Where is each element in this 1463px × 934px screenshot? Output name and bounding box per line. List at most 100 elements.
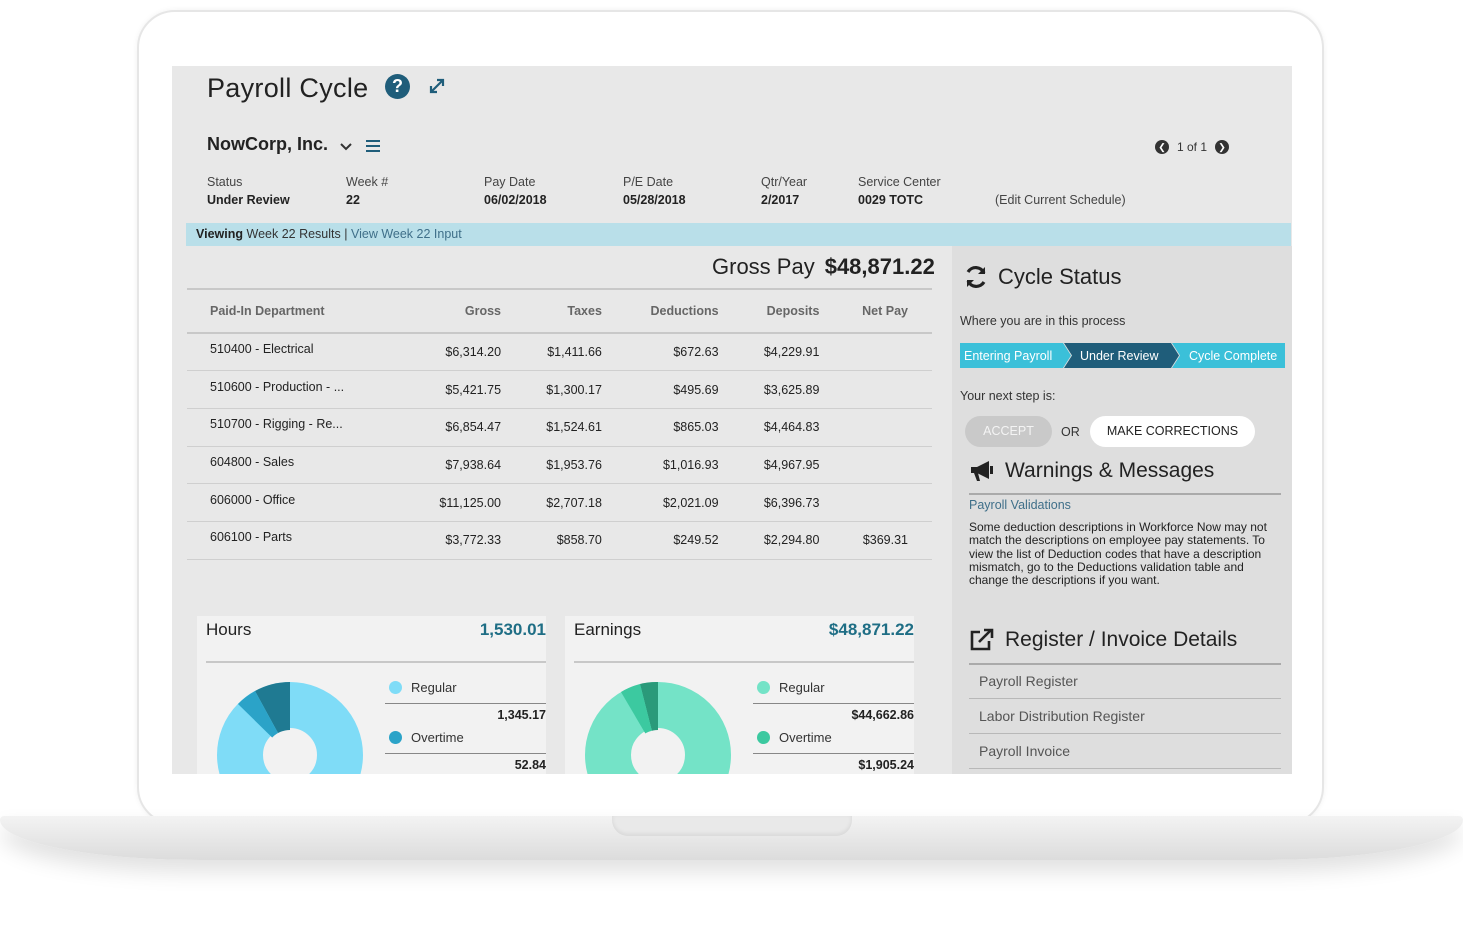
table-row[interactable]: 606000 - Office $11,125.00 $2,707.18 $2,… (187, 483, 932, 522)
cell-deductions: $672.63 (625, 333, 743, 372)
earnings-card: Earnings $48,871.22 Regular $44,662.86 O… (565, 616, 914, 774)
info-service-center: Service Center 0029 TOTC (858, 175, 941, 207)
col-deposits[interactable]: Deposits (742, 288, 844, 334)
table-row[interactable]: 510700 - Rigging - Re... $6,854.47 $1,52… (187, 408, 932, 447)
divider (969, 493, 1281, 495)
hours-overtime-value: 52.84 (514, 758, 546, 772)
cell-department: 606000 - Office (187, 483, 417, 522)
cell-deposits: $4,967.95 (742, 446, 844, 485)
warnings-title: Warnings & Messages (1005, 459, 1215, 482)
company-name[interactable]: NowCorp, Inc. (207, 134, 328, 154)
col-taxes[interactable]: Taxes (525, 288, 626, 334)
cell-gross: $7,938.64 (416, 446, 526, 485)
chevron-right-icon[interactable]: ❯ (1215, 140, 1230, 154)
legend-dot (389, 681, 402, 694)
register-heading: Register / Invoice Details (969, 628, 1237, 652)
labor-distribution-register-link[interactable]: Labor Distribution Register (979, 708, 1145, 724)
info-qtr-year: Qtr/Year 2/2017 (761, 175, 808, 207)
divider (969, 663, 1281, 665)
right-panel: Cycle Status Where you are in this proce… (952, 246, 1292, 774)
hours-card: Hours 1,530.01 Regular 1,345.17 Overtime… (197, 616, 546, 774)
table-row[interactable]: 604800 - Sales $7,938.64 $1,953.76 $1,01… (187, 446, 932, 485)
hours-total: 1,530.01 (479, 620, 546, 639)
refresh-icon[interactable] (963, 264, 989, 290)
table-row[interactable]: 510400 - Electrical $6,314.20 $1,411.66 … (187, 333, 932, 372)
expand-icon[interactable] (427, 76, 447, 96)
hours-title: Hours (206, 620, 252, 639)
pager: ❮ 1 of 1 ❯ (1155, 140, 1230, 154)
cell-taxes: $1,953.76 (525, 446, 626, 485)
cell-deductions: $2,021.09 (625, 483, 743, 522)
or-text: OR (1061, 425, 1080, 439)
step-label: Under Review (1080, 349, 1159, 363)
cell-deposits: $4,464.83 (742, 408, 844, 447)
gross-pay: Gross Pay $48,871.22 (712, 254, 935, 280)
col-department[interactable]: Paid-In Department (187, 288, 417, 334)
step-label: Cycle Complete (1189, 349, 1277, 363)
earnings-total: $48,871.22 (828, 620, 914, 639)
table-row[interactable]: 510600 - Production - ... $5,421.75 $1,3… (187, 370, 932, 409)
legend-dot (757, 731, 770, 744)
info-status: Status Under Review (207, 175, 290, 207)
cell-deductions: $495.69 (625, 370, 743, 409)
chevron-left-icon[interactable]: ❮ (1155, 140, 1169, 154)
cell-net-pay (843, 446, 932, 485)
edit-schedule-link[interactable]: (Edit Current Schedule) (995, 193, 1126, 207)
info-pe-date: P/E Date 05/28/2018 (623, 175, 686, 207)
cell-department: 604800 - Sales (187, 446, 417, 485)
cell-net-pay (843, 483, 932, 522)
chevron-down-icon[interactable] (338, 138, 354, 154)
cell-net-pay: $369.31 (843, 521, 932, 560)
accept-button[interactable]: ACCEPT (965, 416, 1052, 447)
step-under-review (1064, 343, 1179, 368)
legend-overtime: Overtime (389, 730, 464, 745)
warning-message: Some deduction descriptions in Workforce… (969, 520, 1267, 588)
cell-deductions: $865.03 (625, 408, 743, 447)
table-row[interactable]: 606100 - Parts $3,772.33 $858.70 $249.52… (187, 521, 932, 560)
process-steps: Entering Payroll Under Review Cycle Comp… (960, 343, 1285, 368)
step-entering-payroll (960, 343, 1071, 368)
divider (385, 753, 546, 754)
earnings-regular-value: $44,662.86 (851, 708, 914, 722)
col-net-pay[interactable]: Net Pay (843, 288, 932, 334)
payroll-invoice-link[interactable]: Payroll Invoice (979, 743, 1071, 759)
cell-department: 510600 - Production - ... (187, 370, 417, 409)
cell-taxes: $2,707.18 (525, 483, 626, 522)
legend-overtime: Overtime (757, 730, 832, 745)
cell-net-pay (843, 408, 932, 447)
divider (385, 703, 546, 704)
cell-net-pay (843, 333, 932, 372)
cell-deposits: $2,294.80 (742, 521, 844, 560)
col-gross[interactable]: Gross (416, 288, 526, 334)
department-table: Paid-In Department Gross Taxes Deduction… (187, 288, 932, 560)
laptop-notch (612, 816, 852, 836)
viewing-label: Viewing (196, 227, 244, 241)
app-screen: Payroll Cycle ? NowCorp, Inc. ❮ 1 of 1 ❯… (172, 66, 1292, 774)
menu-icon[interactable] (366, 140, 380, 152)
viewing-separator: | (344, 227, 348, 241)
external-link-icon[interactable] (969, 628, 995, 652)
col-deductions[interactable]: Deductions (625, 288, 743, 334)
register-title: Register / Invoice Details (1005, 628, 1238, 651)
page-title: Payroll Cycle (207, 73, 369, 103)
pager-text: 1 of 1 (1177, 140, 1208, 154)
view-input-link[interactable]: View Week 22 Input (350, 227, 462, 241)
make-corrections-button[interactable]: MAKE CORRECTIONS (1090, 416, 1255, 447)
cell-taxes: $1,524.61 (525, 408, 626, 447)
cell-department: 510700 - Rigging - Re... (187, 408, 417, 447)
cell-gross: $6,854.47 (416, 408, 526, 447)
hours-regular-value: 1,345.17 (497, 708, 546, 722)
warnings-heading: Warnings & Messages (969, 459, 1214, 483)
help-icon[interactable]: ? (385, 74, 410, 99)
cell-taxes: $858.70 (525, 521, 626, 560)
cycle-status-heading: Cycle Status (963, 264, 1122, 290)
step-cycle-complete (1172, 343, 1285, 368)
cell-gross: $3,772.33 (416, 521, 526, 560)
gross-pay-amount: $48,871.22 (824, 254, 935, 279)
payroll-register-link[interactable]: Payroll Register (979, 673, 1078, 689)
legend-regular: Regular (757, 680, 825, 695)
where-text: Where you are in this process (960, 314, 1126, 328)
view-bar: Viewing Week 22 Results | View Week 22 I… (186, 223, 1291, 246)
gross-pay-label: Gross Pay (712, 254, 815, 279)
payroll-validations-link[interactable]: Payroll Validations (969, 498, 1071, 512)
